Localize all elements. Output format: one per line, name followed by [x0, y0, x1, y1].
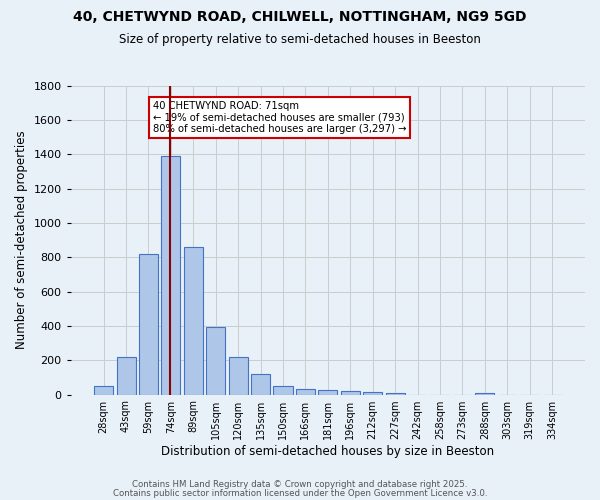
Bar — [296, 388, 315, 394]
Bar — [341, 391, 360, 394]
Bar — [363, 392, 382, 394]
Bar — [116, 357, 136, 395]
Bar — [229, 357, 248, 395]
Bar — [319, 390, 337, 394]
Bar — [94, 386, 113, 394]
Y-axis label: Number of semi-detached properties: Number of semi-detached properties — [15, 130, 28, 350]
Bar — [475, 393, 494, 394]
Text: 40, CHETWYND ROAD, CHILWELL, NOTTINGHAM, NG9 5GD: 40, CHETWYND ROAD, CHILWELL, NOTTINGHAM,… — [73, 10, 527, 24]
Text: Contains public sector information licensed under the Open Government Licence v3: Contains public sector information licen… — [113, 490, 487, 498]
Bar — [274, 386, 293, 394]
Bar — [161, 156, 181, 394]
Bar — [386, 392, 404, 394]
X-axis label: Distribution of semi-detached houses by size in Beeston: Distribution of semi-detached houses by … — [161, 444, 494, 458]
Bar — [184, 247, 203, 394]
Text: Contains HM Land Registry data © Crown copyright and database right 2025.: Contains HM Land Registry data © Crown c… — [132, 480, 468, 489]
Bar — [139, 254, 158, 394]
Bar — [251, 374, 270, 394]
Text: 40 CHETWYND ROAD: 71sqm
← 19% of semi-detached houses are smaller (793)
80% of s: 40 CHETWYND ROAD: 71sqm ← 19% of semi-de… — [153, 101, 406, 134]
Bar — [206, 327, 225, 394]
Text: Size of property relative to semi-detached houses in Beeston: Size of property relative to semi-detach… — [119, 32, 481, 46]
